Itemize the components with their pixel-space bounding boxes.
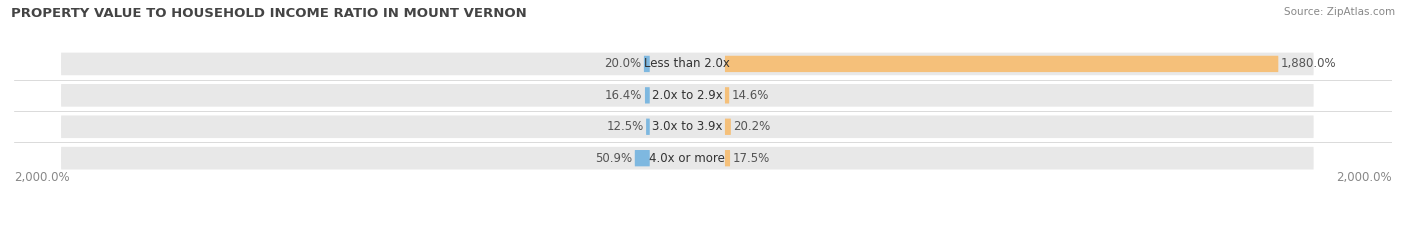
FancyBboxPatch shape [60,53,1313,75]
Text: 2,000.0%: 2,000.0% [1336,171,1392,184]
Text: 2,000.0%: 2,000.0% [14,171,70,184]
Text: 12.5%: 12.5% [606,120,644,133]
FancyBboxPatch shape [647,119,650,135]
FancyBboxPatch shape [60,116,1313,138]
Text: 4.0x or more: 4.0x or more [650,152,725,165]
Text: 17.5%: 17.5% [733,152,770,165]
Text: 20.0%: 20.0% [605,57,641,70]
FancyBboxPatch shape [634,150,650,166]
FancyBboxPatch shape [725,87,730,103]
Text: 2.0x to 2.9x: 2.0x to 2.9x [652,89,723,102]
Legend: Without Mortgage, With Mortgage: Without Mortgage, With Mortgage [576,230,830,233]
Text: 14.6%: 14.6% [731,89,769,102]
FancyBboxPatch shape [725,119,731,135]
Text: 3.0x to 3.9x: 3.0x to 3.9x [652,120,723,133]
FancyBboxPatch shape [60,84,1313,107]
Text: 20.2%: 20.2% [734,120,770,133]
FancyBboxPatch shape [60,147,1313,169]
Text: Source: ZipAtlas.com: Source: ZipAtlas.com [1284,7,1395,17]
Text: PROPERTY VALUE TO HOUSEHOLD INCOME RATIO IN MOUNT VERNON: PROPERTY VALUE TO HOUSEHOLD INCOME RATIO… [11,7,527,20]
FancyBboxPatch shape [645,87,650,103]
Text: 1,880.0%: 1,880.0% [1281,57,1337,70]
Text: Less than 2.0x: Less than 2.0x [644,57,730,70]
Text: 50.9%: 50.9% [595,152,633,165]
Text: 16.4%: 16.4% [605,89,643,102]
FancyBboxPatch shape [644,56,650,72]
FancyBboxPatch shape [725,150,730,166]
FancyBboxPatch shape [725,56,1278,72]
